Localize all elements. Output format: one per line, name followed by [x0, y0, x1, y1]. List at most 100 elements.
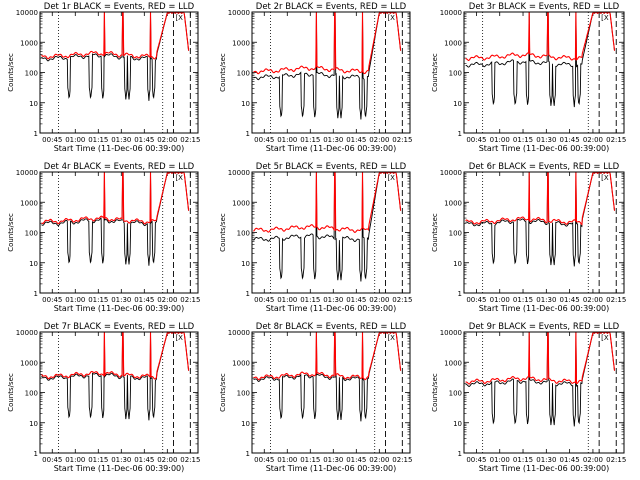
series-events-line [253, 11, 402, 120]
series-lld-line [41, 11, 190, 60]
panel-det-1: Det 1r BLACK = Events, RED = LLD 1 10 100 10… [7, 2, 200, 153]
x-tick-label: 02:15 [606, 296, 626, 304]
y-tick-label: 1 [458, 450, 462, 458]
y-axis-label: Counts/sec [7, 213, 15, 252]
x-tick-label: 01:45 [134, 456, 154, 464]
series-lld-line [465, 11, 616, 61]
x-tick-label: 01:15 [300, 296, 320, 304]
x-tick-label: 01:30 [111, 456, 131, 464]
x-tick-label: 02:00 [369, 456, 389, 464]
annotation-marker: [X [175, 174, 183, 182]
y-tick-label: 10 [241, 260, 250, 268]
panel-det-7: Det 7r BLACK = Events, RED = LLD 1 10 100 10… [7, 322, 200, 473]
x-axis-label: Start Time (11-Dec-06 00:39:00) [266, 304, 397, 313]
y-tick-label: 1 [34, 290, 38, 298]
annotation-marker: [X [175, 14, 183, 22]
x-tick-label: 02:15 [180, 456, 200, 464]
y-tick-label: 1000 [444, 39, 462, 47]
panel-title: Det 7r BLACK = Events, RED = LLD [44, 322, 195, 332]
x-tick-label: 01:45 [346, 296, 366, 304]
x-tick-label: 01:00 [65, 136, 85, 144]
y-tick-label: 10000 [228, 9, 250, 17]
y-tick-label: 1000 [232, 359, 250, 367]
annotation-marker: [X [387, 334, 395, 342]
x-tick-label: 01:45 [134, 296, 154, 304]
y-axis-label: Counts/sec [431, 373, 439, 412]
x-tick-label: 01:00 [65, 456, 85, 464]
panel-title: Det 9r BLACK = Events, RED = LLD [469, 322, 620, 332]
x-axis-label: Start Time (11-Dec-06 00:39:00) [54, 464, 185, 473]
y-tick-label: 1000 [20, 359, 38, 367]
x-tick-label: 02:15 [606, 456, 626, 464]
x-tick-label: 00:45 [42, 456, 62, 464]
x-tick-label: 02:15 [180, 136, 200, 144]
y-tick-label: 100 [449, 230, 462, 238]
x-axis-label: Start Time (11-Dec-06 00:39:00) [479, 304, 610, 313]
y-tick-label: 1 [246, 130, 250, 138]
x-tick-label: 00:45 [42, 136, 62, 144]
y-tick-label: 10000 [16, 169, 38, 177]
x-tick-label: 02:00 [369, 296, 389, 304]
x-tick-label: 00:45 [254, 136, 274, 144]
x-axis-label: Start Time (11-Dec-06 00:39:00) [54, 304, 185, 313]
series-events-line [465, 11, 615, 108]
annotation-marker: [X [601, 14, 609, 22]
annotation-marker: [X [175, 334, 183, 342]
plot-frame [463, 331, 625, 454]
panel-det-3: Det 3r BLACK = Events, RED = LLD 1 10 100 10… [431, 2, 626, 153]
series-lld-line [465, 171, 616, 226]
panel-det-4: Det 4r BLACK = Events, RED = LLD 1 10 100 10… [7, 162, 200, 313]
panel-det-5: Det 5r BLACK = Events, RED = LLD 1 10 100 10… [219, 162, 412, 313]
plot-frame [251, 331, 411, 454]
y-tick-label: 1000 [20, 199, 38, 207]
x-tick-label: 01:45 [560, 136, 580, 144]
panel-title: Det 6r BLACK = Events, RED = LLD [469, 162, 620, 172]
panel-title: Det 1r BLACK = Events, RED = LLD [44, 2, 195, 12]
x-tick-label: 00:45 [254, 296, 274, 304]
y-tick-label: 100 [449, 390, 462, 398]
panel-title: Det 2r BLACK = Events, RED = LLD [256, 2, 407, 12]
y-tick-label: 1 [246, 450, 250, 458]
y-tick-label: 10 [453, 260, 462, 268]
y-tick-label: 10000 [228, 329, 250, 337]
y-tick-label: 10000 [16, 329, 38, 337]
annotation-marker: [X [387, 14, 395, 22]
x-tick-label: 01:45 [134, 136, 154, 144]
x-tick-label: 01:45 [346, 136, 366, 144]
x-tick-label: 01:00 [490, 296, 510, 304]
plot-frame [463, 171, 625, 294]
series-lld-line [41, 171, 190, 225]
x-axis-label: Start Time (11-Dec-06 00:39:00) [266, 464, 397, 473]
y-tick-label: 1000 [444, 359, 462, 367]
x-tick-label: 02:15 [180, 296, 200, 304]
series-lld-line [253, 11, 402, 75]
x-tick-label: 01:15 [88, 456, 108, 464]
plot-frame [463, 11, 625, 134]
panel-title: Det 4r BLACK = Events, RED = LLD [44, 162, 195, 172]
x-tick-label: 01:00 [65, 296, 85, 304]
x-tick-label: 02:00 [157, 456, 177, 464]
x-tick-label: 01:15 [300, 456, 320, 464]
y-tick-label: 1 [246, 290, 250, 298]
y-tick-label: 10 [241, 100, 250, 108]
x-tick-label: 01:45 [346, 456, 366, 464]
x-axis-label: Start Time (11-Dec-06 00:39:00) [479, 464, 610, 473]
y-tick-label: 10 [29, 100, 38, 108]
x-tick-label: 01:45 [560, 456, 580, 464]
x-tick-label: 01:00 [277, 456, 297, 464]
x-tick-label: 01:30 [323, 136, 343, 144]
y-axis-label: Counts/sec [431, 213, 439, 252]
x-tick-label: 01:30 [111, 296, 131, 304]
x-tick-label: 00:45 [466, 136, 486, 144]
y-tick-label: 10000 [440, 169, 462, 177]
series-lld-line [253, 331, 402, 381]
x-tick-label: 01:00 [490, 136, 510, 144]
plot-frame [39, 331, 199, 454]
x-axis-label: Start Time (11-Dec-06 00:39:00) [266, 144, 397, 153]
x-tick-label: 00:45 [466, 296, 486, 304]
y-tick-label: 10 [29, 260, 38, 268]
x-tick-label: 01:30 [111, 136, 131, 144]
x-tick-label: 02:15 [392, 296, 412, 304]
x-tick-label: 01:15 [513, 136, 533, 144]
series-lld-line [465, 331, 616, 385]
